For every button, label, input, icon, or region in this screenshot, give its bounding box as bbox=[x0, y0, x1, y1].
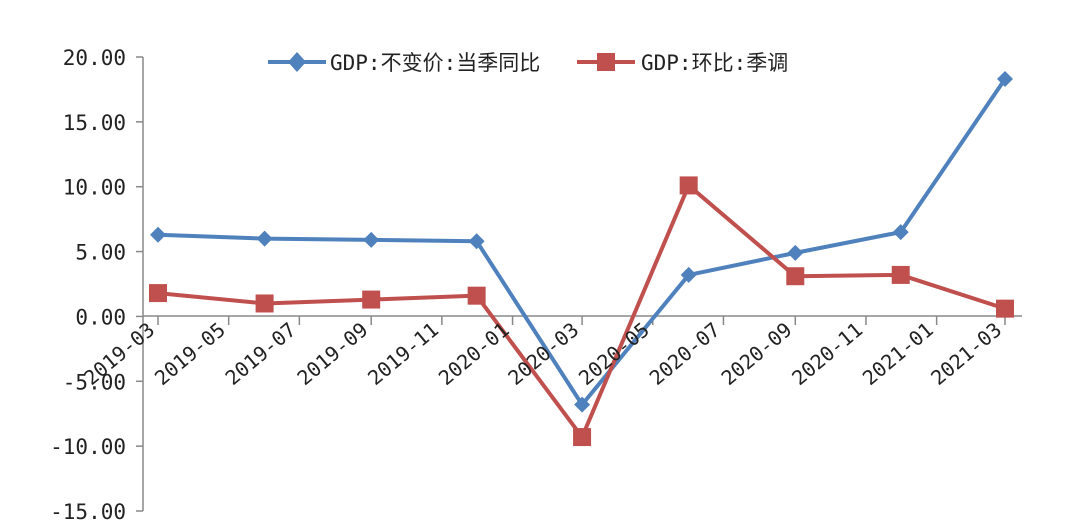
x-tick-label: 2019-11 bbox=[363, 317, 443, 390]
y-tick-label: 20.00 bbox=[63, 46, 126, 70]
data-point-diamond bbox=[468, 233, 485, 250]
y-tick-label: 0.00 bbox=[75, 305, 126, 329]
data-point-diamond bbox=[574, 396, 591, 413]
data-point-diamond bbox=[892, 224, 909, 241]
legend-label-gdp-yoy: GDP:不变价:当季同比 bbox=[330, 51, 540, 75]
x-tick-label: 2020-03 bbox=[503, 317, 583, 390]
chart-axes bbox=[136, 56, 1022, 512]
x-tick-label: 2021-03 bbox=[926, 317, 1006, 390]
x-tick-label: 2020-11 bbox=[787, 317, 867, 390]
data-point-diamond bbox=[150, 226, 166, 243]
x-tick-label: 2019-05 bbox=[150, 317, 230, 390]
x-tick-label: 2019-09 bbox=[292, 317, 372, 390]
x-tick-label: 2020-05 bbox=[574, 317, 654, 390]
x-tick-label: 2020-01 bbox=[434, 317, 514, 390]
data-point-diamond bbox=[363, 231, 380, 248]
legend-item-gdp-qoq: GDP:环比:季调 bbox=[577, 51, 788, 75]
legend-marker-square bbox=[597, 53, 615, 71]
y-tick-labels: 20.00 15.00 10.00 5.00 0.00 -5.00 -10.00 -15.00 bbox=[50, 46, 126, 524]
legend-item-gdp-yoy: GDP:不变价:当季同比 bbox=[268, 51, 540, 75]
data-point-square bbox=[149, 284, 167, 303]
data-point-diamond bbox=[787, 244, 804, 261]
y-tick-label: 5.00 bbox=[75, 241, 126, 265]
x-tick-label: 2021-01 bbox=[858, 317, 938, 390]
y-tick-label: 15.00 bbox=[63, 111, 126, 135]
data-point-square bbox=[573, 428, 592, 447]
data-point-diamond bbox=[680, 266, 697, 283]
series-layer bbox=[149, 71, 1014, 447]
chart-legend: GDP:不变价:当季同比 GDP:环比:季调 bbox=[268, 51, 788, 75]
series-1 bbox=[149, 176, 1014, 447]
data-point-square bbox=[255, 294, 274, 313]
y-tick-label: -10.00 bbox=[50, 435, 126, 459]
data-point-square bbox=[467, 286, 486, 305]
data-point-square bbox=[679, 176, 698, 195]
legend-label-gdp-qoq: GDP:环比:季调 bbox=[641, 51, 788, 75]
data-point-diamond bbox=[997, 71, 1013, 88]
x-tick-label: 2020-07 bbox=[645, 317, 725, 390]
x-tick-label: 2020-09 bbox=[716, 317, 796, 390]
x-tick-labels: 2019-032019-052019-072019-092019-112020-… bbox=[79, 317, 1006, 390]
data-point-square bbox=[362, 290, 381, 309]
data-point-diamond bbox=[256, 230, 273, 247]
y-tick-label: 10.00 bbox=[63, 176, 126, 200]
legend-marker-diamond bbox=[288, 52, 306, 72]
x-tick-label: 2019-07 bbox=[221, 317, 301, 390]
data-point-square bbox=[786, 267, 805, 286]
series-0 bbox=[150, 71, 1013, 413]
y-tick-label: -5.00 bbox=[63, 370, 126, 394]
data-point-square bbox=[891, 265, 910, 284]
data-point-square bbox=[996, 299, 1014, 318]
y-tick-label: -15.00 bbox=[50, 500, 126, 524]
